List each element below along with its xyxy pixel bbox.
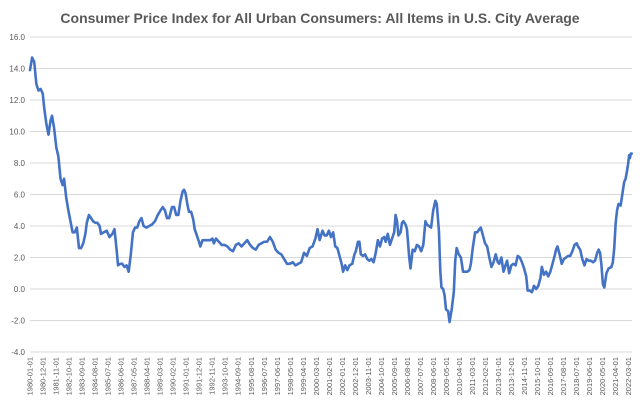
- x-tick-label: 1980-01-01: [26, 357, 35, 395]
- x-tick-label: 1988-04-01: [143, 357, 152, 395]
- x-tick-label: 2002-12-01: [351, 357, 360, 395]
- x-tick-label: 2013-01-01: [494, 357, 503, 395]
- x-tick-label: 1984-08-01: [91, 357, 100, 395]
- y-tick-label: 2.0: [14, 254, 26, 263]
- x-tick-label: 2006-08-01: [403, 357, 412, 395]
- x-tick-label: 2020-05-01: [598, 357, 607, 395]
- x-tick-label: 1998-05-01: [286, 357, 295, 395]
- gridlines: [30, 36, 632, 353]
- x-tick-label: 1990-02-01: [169, 357, 178, 395]
- x-tick-label: 2003-11-01: [364, 357, 373, 395]
- chart-title: Consumer Price Index for All Urban Consu…: [60, 10, 580, 26]
- x-tick-label: 1994-09-01: [234, 357, 243, 395]
- x-tick-label: 2022-03-01: [624, 357, 633, 395]
- x-tick-label: 2009-05-01: [442, 357, 451, 395]
- x-tick-label: 2010-04-01: [455, 357, 464, 395]
- x-tick-label: 2021-04-01: [611, 357, 620, 395]
- x-tick-label: 2004-10-01: [377, 357, 386, 395]
- x-tick-label: 1991-01-01: [182, 357, 191, 395]
- x-tick-label: 2011-03-01: [468, 357, 477, 395]
- y-tick-label: 0.0: [14, 285, 26, 294]
- x-tick-label: 1986-06-01: [117, 357, 126, 395]
- x-tick-label: 2001-02-01: [325, 357, 334, 395]
- y-axis-ticks: 16.0 14.0 12.0 10.0 8.0 6.0 4.0 2.0 0.0 -2.0 -4.0: [9, 33, 25, 357]
- x-tick-label: 2008-06-01: [429, 357, 438, 395]
- y-tick-label: 16.0: [9, 33, 25, 42]
- x-tick-label: 1987-05-01: [130, 357, 139, 395]
- y-tick-label: 4.0: [14, 222, 26, 231]
- x-tick-label: 2000-03-01: [312, 357, 321, 395]
- x-tick-label: 1980-12-01: [39, 357, 48, 395]
- x-tick-label: 2016-09-01: [546, 357, 555, 395]
- x-tick-label: 1989-03-01: [156, 357, 165, 395]
- x-tick-label: 2015-10-01: [533, 357, 542, 395]
- x-tick-label: 1983-09-01: [78, 357, 87, 395]
- x-tick-label: 2014-11-01: [520, 357, 529, 395]
- y-tick-label: 8.0: [14, 159, 26, 168]
- x-tick-label: 1991-12-01: [195, 357, 204, 395]
- y-tick-label: -2.0: [11, 317, 25, 326]
- x-axis-ticks: 1980-01-01 1980-12-01 1981-11-01 1982-10-01…: [26, 357, 634, 395]
- x-tick-label: 1999-04-01: [299, 357, 308, 395]
- x-tick-label: 1997-06-01: [273, 357, 282, 395]
- series-line: [28, 56, 634, 324]
- x-tick-label: 1993-10-01: [221, 357, 230, 395]
- x-tick-label: 2017-08-01: [559, 357, 568, 395]
- x-tick-label: 1992-11-01: [208, 357, 217, 395]
- x-tick-label: 2018-07-01: [572, 357, 581, 395]
- x-tick-label: 2013-12-01: [507, 357, 516, 395]
- y-tick-label: 10.0: [9, 128, 25, 137]
- x-tick-label: 2002-01-01: [338, 357, 347, 395]
- x-tick-label: 2007-07-01: [416, 357, 425, 395]
- y-tick-label: 12.0: [9, 96, 25, 105]
- x-tick-label: 1985-07-01: [104, 357, 113, 395]
- x-tick-label: 2012-02-01: [481, 357, 490, 395]
- y-tick-label: 6.0: [14, 191, 26, 200]
- x-tick-label: 1995-08-01: [247, 357, 256, 395]
- y-tick-label: -4.0: [11, 348, 25, 357]
- x-tick-label: 1982-10-01: [65, 357, 74, 395]
- series-group: [28, 56, 634, 324]
- x-tick-label: 1981-11-01: [52, 357, 61, 395]
- x-tick-label: 2005-09-01: [390, 357, 399, 395]
- x-tick-label: 2019-06-01: [585, 357, 594, 395]
- x-tick-label: 1996-07-01: [260, 357, 269, 395]
- y-tick-label: 14.0: [9, 65, 25, 74]
